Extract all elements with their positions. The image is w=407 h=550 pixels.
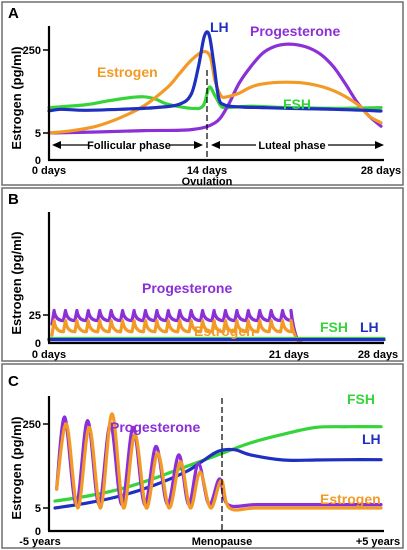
panel-a: A Estrogen (pg/ml) 250 5 0 0 days 14 day…	[1, 1, 404, 188]
panel-c-curves	[53, 412, 383, 512]
panel-a-luteal-arrowhead-right	[375, 141, 384, 149]
panel-a-follicular-arrowhead-left	[52, 141, 61, 149]
panel-a-luteal-label: Luteal phase	[258, 140, 325, 152]
panel-b: B Estrogen (pg/ml) 25 0 0 days 21 days 2…	[1, 187, 404, 362]
panel-b-progesterone-label: Progesterone	[142, 280, 232, 296]
panel-b-xtick-label-21: 21 days	[269, 349, 309, 361]
panel-a-follicular-arrowhead-right	[194, 141, 203, 149]
panel-c-xtick-label-minus5: -5 years	[19, 536, 61, 548]
panel-c-xtick-label-plus5: +5 years	[356, 536, 400, 548]
panel-b-border	[1, 187, 404, 362]
panel-c-lh-label: LH	[362, 431, 381, 447]
panel-c-ytick-label-250: 250	[23, 419, 41, 431]
panel-c-estrogen-curve	[55, 412, 383, 512]
panel-b-ytick-label-25: 25	[29, 310, 41, 322]
panel-a-estrogen-label: Estrogen	[97, 64, 158, 80]
panel-a-follicular-label-bg	[88, 138, 170, 152]
panel-b-letter: B	[8, 191, 19, 208]
panel-c-ytick-label-5: 5	[35, 503, 41, 515]
panel-a-xtick-label-28: 28 days	[361, 165, 401, 177]
panel-a-lh-curve	[47, 30, 383, 113]
panel-a-progesterone-curve	[47, 42, 383, 135]
panel-c-letter: C	[8, 373, 19, 390]
panel-c-fsh-curve	[53, 425, 383, 503]
panel-a-curves	[47, 30, 383, 135]
panel-c: C Estrogen (pg/ml) 250 5 0 -5 years Meno…	[1, 363, 404, 549]
panel-a-y-axis-label: Estrogen (pg/ml)	[9, 46, 24, 149]
panel-a-ytick-label-250: 250	[23, 45, 41, 57]
panel-a-progesterone-label: Progesterone	[250, 23, 340, 39]
panel-c-y-axis-label: Estrogen (pg/ml)	[9, 416, 24, 519]
panel-a-xtick-label-0: 0 days	[32, 165, 66, 177]
panel-b-fsh-label: FSH	[320, 319, 348, 335]
panel-a-luteal-arrowhead-left	[211, 141, 220, 149]
panel-a-ovulation-label: Ovulation	[182, 176, 233, 188]
panel-c-border	[1, 363, 404, 549]
panel-b-estrogen-label: Estrogen	[194, 323, 255, 339]
panel-a-letter: A	[8, 5, 19, 22]
panel-b-estrogen-curve	[50, 319, 303, 345]
panel-b-progesterone-curve	[50, 308, 303, 345]
panel-c-xtick-label-menopause: Menopause	[192, 536, 253, 548]
panel-a-follicular-label: Follicular phase	[87, 140, 171, 152]
panel-b-xtick-label-0: 0 days	[32, 349, 66, 361]
panel-c-progesterone-label: Progesterone	[110, 419, 200, 435]
panel-b-curves	[47, 308, 386, 345]
panel-a-fsh-label: FSH	[283, 96, 311, 112]
panel-c-ytick-label-0: 0	[35, 526, 41, 538]
panel-a-lh-label: LH	[210, 19, 229, 35]
panel-a-luteal-label-bg	[256, 138, 328, 152]
panel-c-estrogen-label: Estrogen	[320, 491, 381, 507]
panel-b-y-axis-label: Estrogen (pg/ml)	[9, 231, 24, 334]
panel-a-ytick-label-5: 5	[35, 128, 41, 140]
panel-a-ytick-label-0: 0	[35, 155, 41, 167]
panel-a-xtick-label-14: 14 days	[187, 165, 227, 177]
panel-b-xtick-label-28: 28 days	[358, 349, 398, 361]
panel-b-lh-label: LH	[360, 319, 379, 335]
panel-b-ytick-label-0: 0	[35, 338, 41, 350]
panel-c-fsh-label: FSH	[347, 391, 375, 407]
